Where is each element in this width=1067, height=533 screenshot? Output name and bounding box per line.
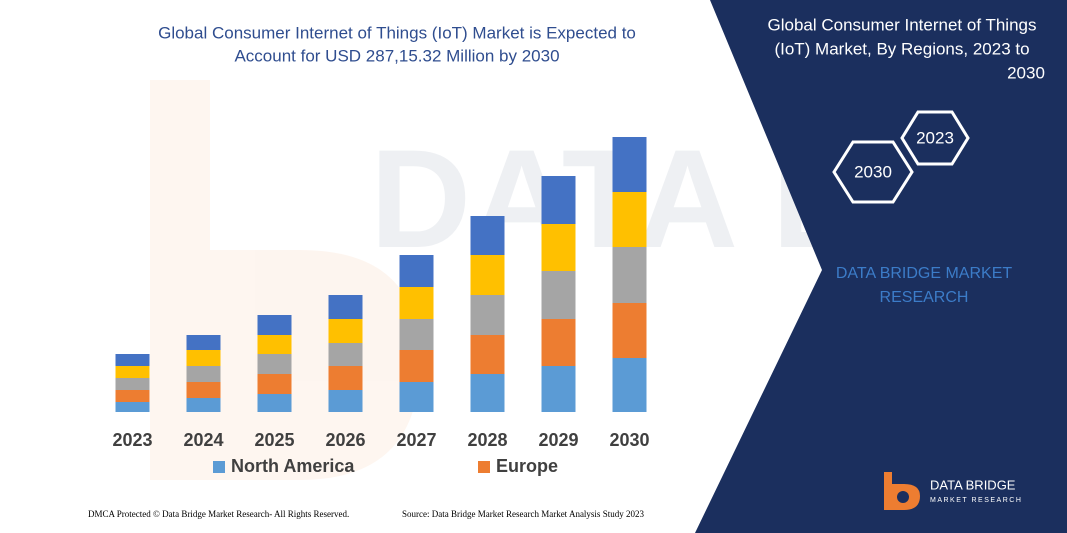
- bar-segment: [328, 366, 363, 390]
- bar-segment: [541, 271, 576, 319]
- hexagon-label: 2030: [854, 162, 892, 181]
- hexagon-label: 2023: [916, 128, 954, 147]
- bar-segment: [399, 382, 434, 412]
- panel-title: 2030: [1007, 63, 1045, 82]
- bar-segment: [541, 366, 576, 412]
- legend-swatch: [478, 461, 490, 473]
- legend-label: North America: [231, 456, 355, 476]
- bar-segment: [257, 374, 292, 394]
- footer-left: DMCA Protected © Data Bridge Market Rese…: [88, 509, 349, 519]
- x-tick-label: 2030: [609, 430, 649, 450]
- bar-segment: [399, 255, 434, 287]
- bar-segment: [257, 335, 292, 354]
- panel-title: (IoT) Market, By Regions, 2023 to: [774, 39, 1029, 58]
- bar-segment: [115, 378, 150, 390]
- x-tick-label: 2027: [396, 430, 436, 450]
- bar-segment: [470, 295, 505, 335]
- bar-segment: [470, 335, 505, 374]
- hexagon: [832, 140, 914, 204]
- bar-segment: [541, 319, 576, 366]
- bar-segment: [186, 366, 221, 382]
- bar-segment: [257, 394, 292, 412]
- chart-title: Account for USD 287,15.32 Million by 203…: [234, 46, 559, 65]
- logo-tagline: MARKET RESEARCH: [930, 497, 1022, 504]
- x-tick-label: 2029: [538, 430, 578, 450]
- bar-segment: [541, 176, 576, 224]
- bar-segment: [612, 192, 647, 247]
- x-tick-label: 2026: [325, 430, 365, 450]
- bar-segment: [612, 247, 647, 303]
- bar-segment: [115, 402, 150, 412]
- bar-segment: [257, 315, 292, 335]
- bar-segment: [470, 374, 505, 412]
- x-tick-label: 2028: [467, 430, 507, 450]
- bar-segment: [186, 398, 221, 412]
- bar-segment: [399, 319, 434, 350]
- legend-swatch: [213, 461, 225, 473]
- bar-segment: [328, 319, 363, 343]
- x-tick-label: 2025: [254, 430, 294, 450]
- bar-segment: [186, 335, 221, 350]
- bar-segment: [328, 343, 363, 366]
- side-panel: [695, 0, 1067, 533]
- logo-name: DATA BRIDGE: [930, 477, 1016, 492]
- bar-segment: [257, 354, 292, 374]
- bar-segment: [470, 255, 505, 295]
- bar-segment: [328, 390, 363, 412]
- bar-segment: [541, 224, 576, 271]
- bar-segment: [115, 354, 150, 366]
- legend-label: Europe: [496, 456, 558, 476]
- brand-text: RESEARCH: [880, 289, 969, 306]
- bar-segment: [470, 216, 505, 255]
- footer-right: Source: Data Bridge Market Research Mark…: [402, 509, 644, 519]
- bar-segment: [399, 287, 434, 319]
- bar-segment: [612, 137, 647, 192]
- logo-icon: [884, 472, 920, 510]
- bar-segment: [186, 382, 221, 398]
- chart-title: Global Consumer Internet of Things (IoT)…: [158, 23, 636, 42]
- panel-title: Global Consumer Internet of Things: [768, 15, 1037, 34]
- bar-segment: [115, 366, 150, 378]
- bar-segment: [328, 295, 363, 319]
- bar-segment: [115, 390, 150, 402]
- bar-segment: [612, 358, 647, 412]
- x-tick-label: 2024: [183, 430, 223, 450]
- hexagon: [900, 110, 970, 166]
- bar-segment: [612, 303, 647, 358]
- brand-text: DATA BRIDGE MARKET: [836, 265, 1013, 282]
- x-tick-label: 2023: [112, 430, 152, 450]
- bar-segment: [399, 350, 434, 382]
- bar-segment: [186, 350, 221, 366]
